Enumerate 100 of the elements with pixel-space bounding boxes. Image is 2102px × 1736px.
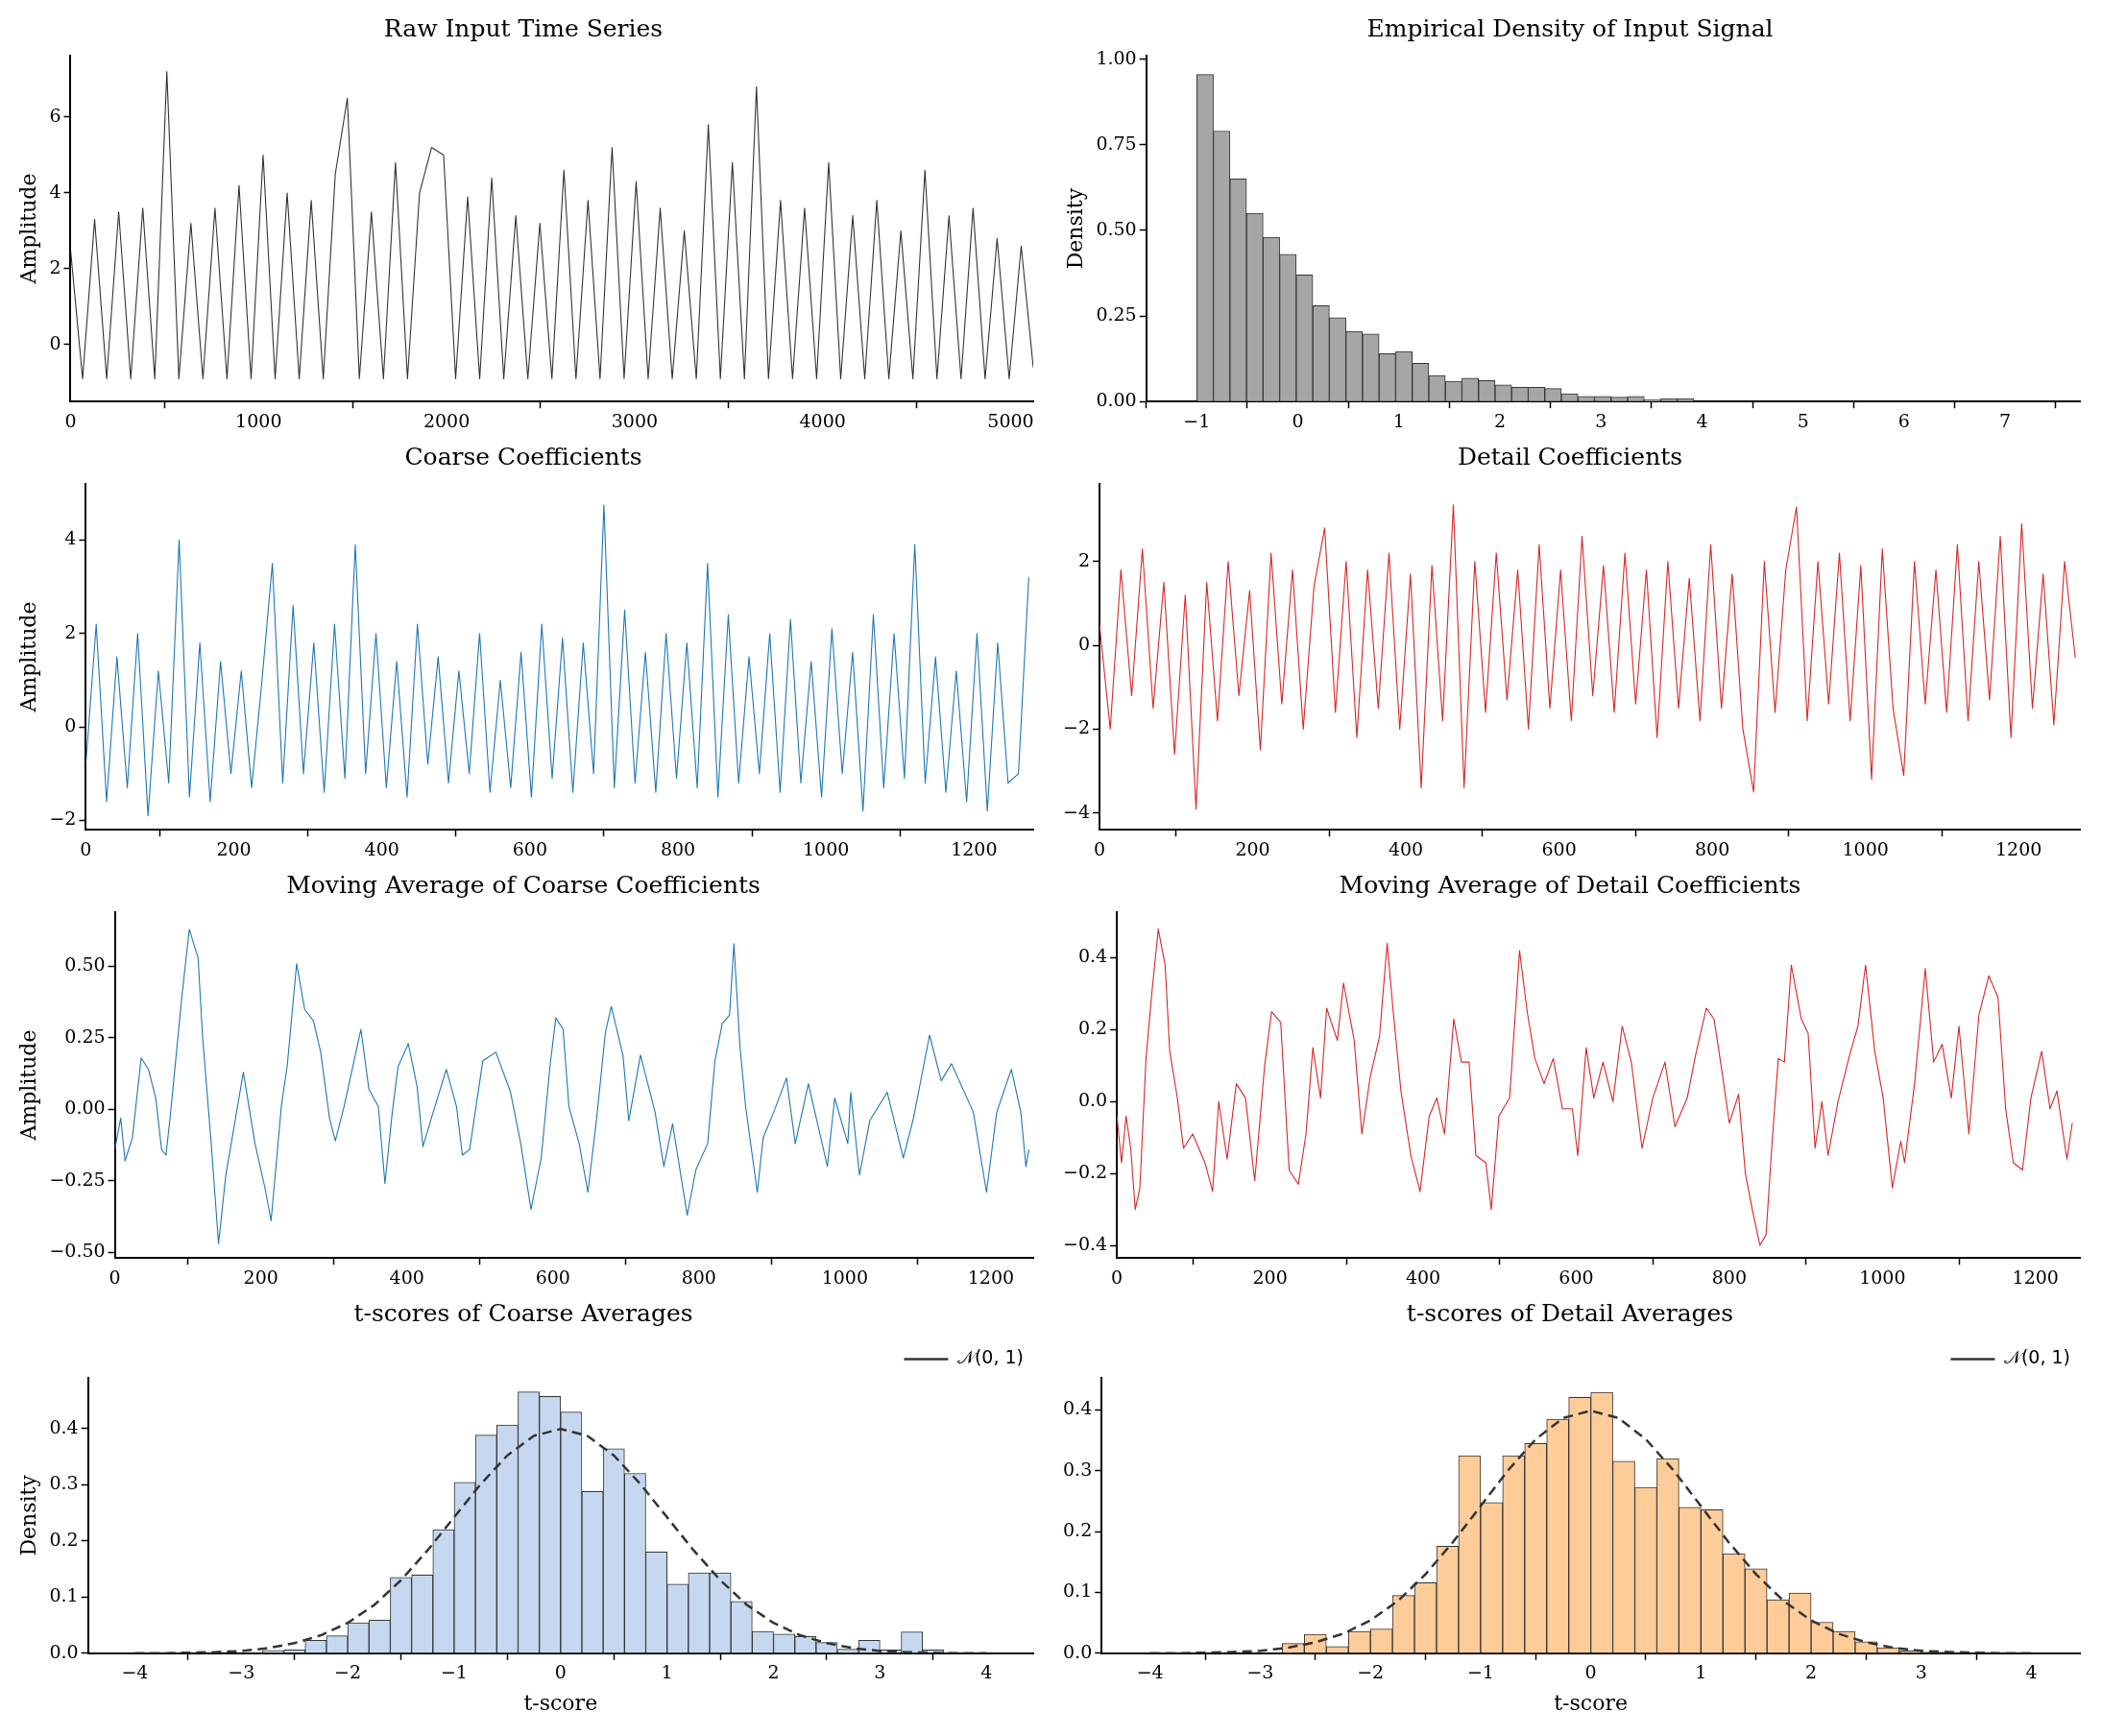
x-tick-label: 7: [1999, 409, 2012, 431]
x-tick-label: 5000: [987, 409, 1034, 431]
y-axis-title: Amplitude: [15, 601, 40, 713]
x-tick-label: 3000: [611, 409, 659, 431]
y-tick-label: 0.50: [64, 953, 106, 976]
x-tick-label: −3: [1246, 1661, 1274, 1683]
chart-title: Detail Coefficients: [1457, 442, 1683, 470]
x-tick-label: 1200: [967, 1266, 1015, 1288]
x-tick-label: 200: [1235, 837, 1270, 859]
x-tick-label: −1: [440, 1661, 468, 1683]
x-tick-label: 1000: [821, 1266, 869, 1288]
y-tick-label: 0.2: [49, 1528, 79, 1550]
y-tick-label: −0.2: [1063, 1161, 1108, 1183]
chart-title: Moving Average of Coarse Coefficients: [286, 870, 761, 899]
x-tick-label: 5: [1797, 409, 1809, 431]
x-tick-label: 400: [1405, 1266, 1441, 1288]
legend-label: 𝒩(0, 1): [956, 1346, 1025, 1368]
x-tick-label: −2: [1357, 1661, 1385, 1683]
x-tick-label: −1: [1466, 1661, 1494, 1683]
x-tick-label: 1200: [951, 837, 998, 859]
y-tick-label: 0.50: [1096, 217, 1137, 239]
y-tick-label: 0.4: [1077, 945, 1108, 967]
x-tick-label: 0: [109, 1266, 121, 1288]
y-tick-label: 0.75: [1096, 132, 1137, 154]
x-tick-label: 800: [1711, 1266, 1748, 1288]
y-tick-label: −0.50: [49, 1240, 106, 1262]
chart-title: Raw Input Time Series: [383, 13, 664, 42]
y-tick-label: 0.4: [1063, 1397, 1093, 1419]
x-tick-label: 0: [1292, 409, 1304, 431]
x-tick-label: −4: [121, 1661, 149, 1683]
y-tick-label: 0.25: [1096, 302, 1137, 325]
y-tick-label: −0.4: [1063, 1233, 1108, 1255]
y-axis-title: Amplitude: [15, 1029, 40, 1142]
x-tick-label: 1: [1695, 1661, 1707, 1683]
x-tick-label: −2: [334, 1661, 362, 1683]
y-tick-label: 0.1: [1063, 1579, 1093, 1602]
x-axis-title: t-score: [523, 1690, 598, 1715]
y-tick-label: 0.0: [1077, 1089, 1108, 1111]
x-tick-label: 800: [1695, 837, 1730, 859]
y-tick-label: 0.4: [49, 1415, 79, 1437]
y-tick-label: 0.0: [49, 1640, 79, 1662]
x-tick-label: 3: [874, 1661, 886, 1683]
x-axis-title: t-score: [1554, 1690, 1628, 1715]
x-tick-label: 1: [1392, 409, 1405, 431]
y-tick-label: 0.0: [1063, 1640, 1093, 1662]
x-tick-label: 3: [1595, 409, 1607, 431]
x-tick-label: 1000: [235, 409, 282, 431]
y-tick-label: 0.3: [1063, 1458, 1093, 1480]
x-tick-label: 6: [1897, 409, 1910, 431]
x-tick-label: 4: [1696, 409, 1708, 431]
y-tick-label: 0.00: [64, 1097, 106, 1119]
y-tick-label: 0: [1077, 633, 1091, 655]
x-tick-label: 2: [1493, 409, 1507, 431]
y-tick-label: 2: [64, 620, 77, 642]
y-tick-label: −4: [1062, 800, 1091, 822]
x-tick-label: 400: [389, 1266, 424, 1288]
x-tick-label: 600: [1558, 1266, 1594, 1288]
y-tick-label: 1.00: [1096, 46, 1137, 68]
x-tick-label: 2: [767, 1661, 780, 1683]
y-tick-label: 4: [64, 527, 77, 549]
x-tick-label: 400: [1388, 837, 1424, 859]
chart-title: Coarse Coefficients: [404, 442, 642, 470]
x-tick-label: 200: [1252, 1266, 1288, 1288]
y-tick-label: −2: [1062, 716, 1091, 738]
y-tick-label: 0: [49, 331, 61, 353]
x-tick-label: 2: [1805, 1661, 1818, 1683]
x-tick-label: 600: [535, 1266, 570, 1288]
x-tick-label: 0: [1584, 1661, 1597, 1683]
x-tick-label: 200: [243, 1266, 278, 1288]
y-tick-label: 0.2: [1077, 1017, 1108, 1039]
y-tick-label: 0.25: [64, 1025, 106, 1047]
y-axis-title: Density: [1062, 187, 1087, 270]
x-tick-label: −3: [228, 1661, 255, 1683]
x-tick-label: 1200: [1995, 837, 2042, 859]
legend-label: 𝒩(0, 1): [2003, 1346, 2071, 1368]
y-tick-label: 0.3: [49, 1472, 79, 1494]
x-tick-label: 4000: [799, 409, 846, 431]
x-tick-label: 1000: [1859, 1266, 1906, 1288]
y-tick-label: −2: [49, 808, 77, 830]
x-tick-label: 4: [2025, 1661, 2038, 1683]
y-axis-title: Density: [15, 1474, 40, 1556]
y-tick-label: 0.00: [1096, 389, 1137, 411]
y-tick-label: 0: [64, 714, 77, 736]
chart-title: t-scores of Detail Averages: [1406, 1298, 1734, 1327]
x-tick-label: 2000: [423, 409, 471, 431]
y-tick-label: −0.25: [49, 1168, 106, 1190]
y-tick-label: 6: [49, 104, 61, 126]
x-tick-label: 800: [660, 837, 696, 859]
y-tick-label: 4: [49, 180, 61, 202]
x-tick-label: −4: [1136, 1661, 1164, 1683]
x-tick-label: 1: [661, 1661, 673, 1683]
x-tick-label: 1000: [1842, 837, 1889, 859]
y-axis-title: Amplitude: [15, 173, 40, 285]
x-tick-label: 800: [681, 1266, 716, 1288]
y-tick-label: 2: [1077, 548, 1091, 570]
x-tick-label: 600: [1541, 837, 1577, 859]
x-tick-label: 0: [554, 1661, 567, 1683]
x-tick-label: 600: [512, 837, 548, 859]
x-tick-label: 200: [216, 837, 252, 859]
x-tick-label: −1: [1183, 409, 1211, 431]
